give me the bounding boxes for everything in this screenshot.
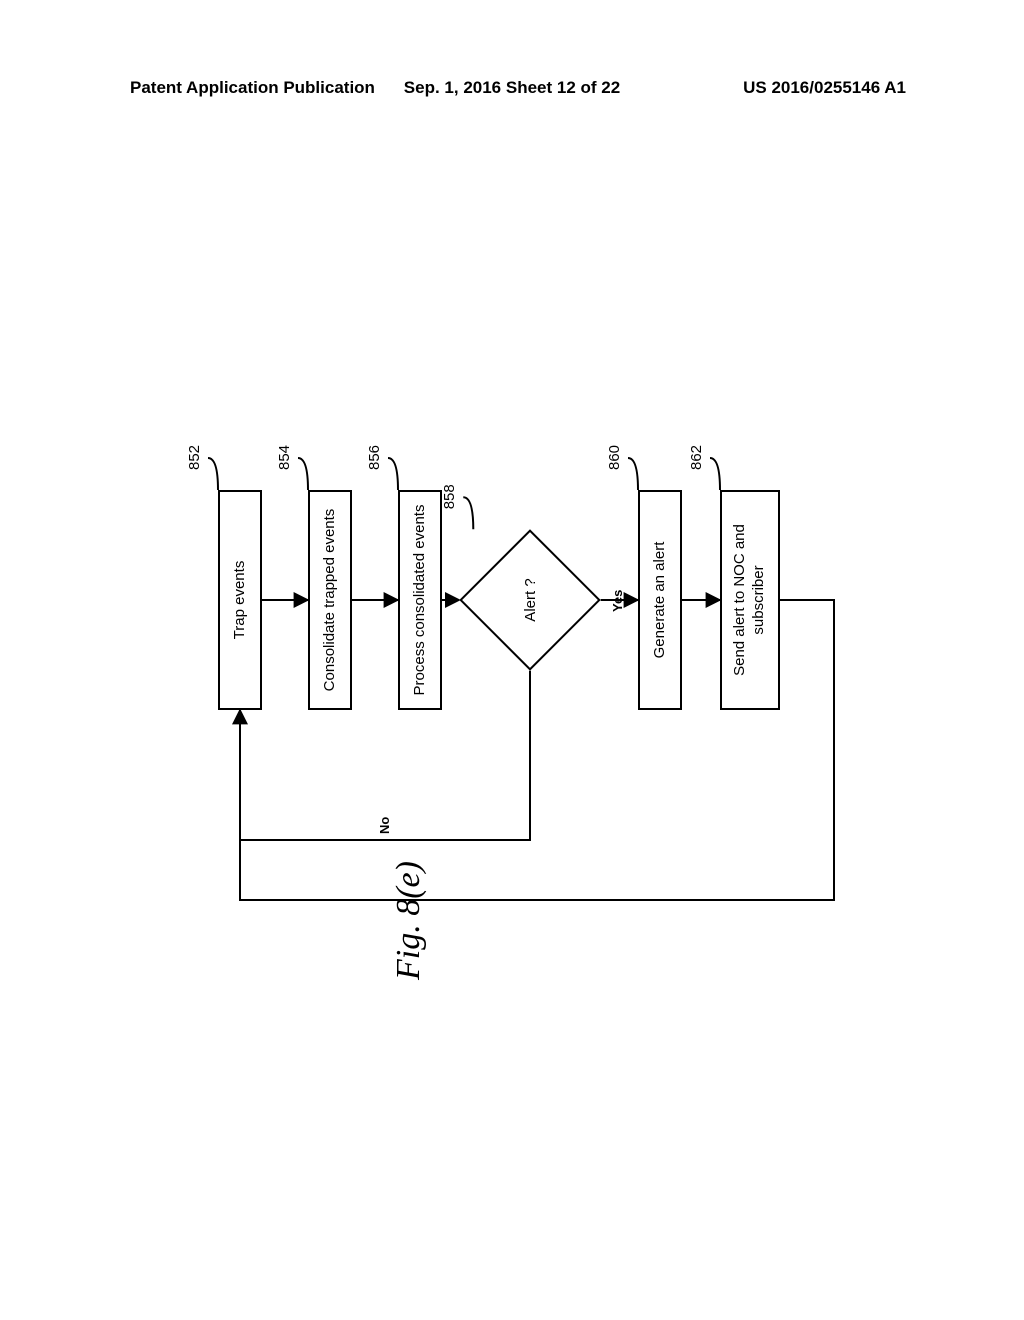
flowchart-canvas: Trap events852Consolidate trapped events… bbox=[210, 280, 770, 1020]
ref-860: 860 bbox=[606, 445, 623, 470]
process-label: Send alert to NOC and subscriber bbox=[731, 524, 769, 676]
process-852: Trap events bbox=[218, 490, 262, 710]
ref-856: 856 bbox=[366, 445, 383, 470]
ref-862: 862 bbox=[688, 445, 705, 470]
header-left: Patent Application Publication bbox=[130, 78, 375, 98]
header-center: Sep. 1, 2016 Sheet 12 of 22 bbox=[404, 78, 620, 98]
edge-label-yes: Yes bbox=[610, 590, 625, 612]
ref-858: 858 bbox=[441, 484, 458, 509]
decision-label: Alert ? bbox=[480, 550, 580, 650]
figure-caption: Fig. 8(e) bbox=[390, 861, 428, 980]
process-854: Consolidate trapped events bbox=[308, 490, 352, 710]
ref-852: 852 bbox=[186, 445, 203, 470]
edge-label-no: No bbox=[377, 817, 392, 834]
decision-alert: Alert ? bbox=[480, 550, 580, 650]
process-856: Process consolidated events bbox=[398, 490, 442, 710]
process-860: Generate an alert bbox=[638, 490, 682, 710]
header-right: US 2016/0255146 A1 bbox=[743, 78, 906, 98]
process-862: Send alert to NOC and subscriber bbox=[720, 490, 780, 710]
ref-854: 854 bbox=[276, 445, 293, 470]
